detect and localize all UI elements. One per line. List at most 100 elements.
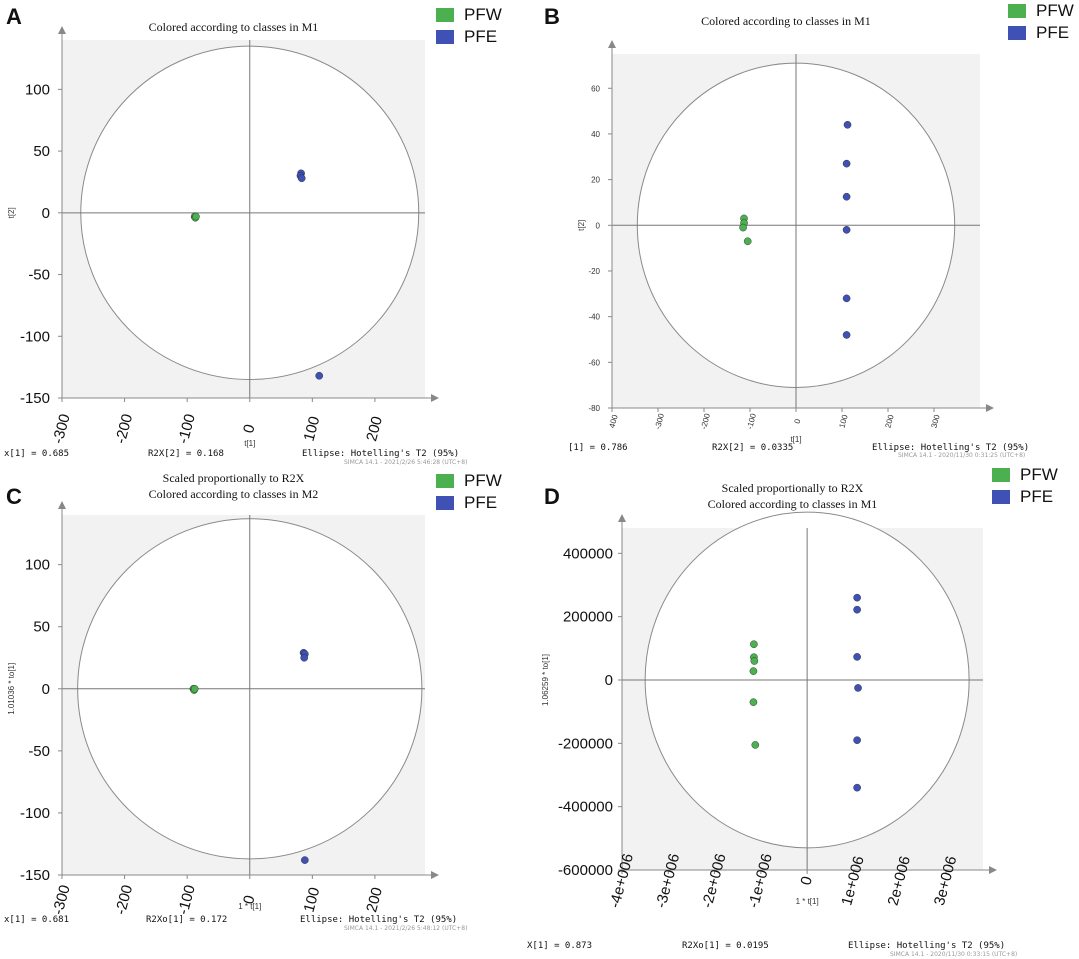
legend-item-pfe: PFE xyxy=(1008,22,1074,44)
x-tick-label: -300 xyxy=(653,412,666,430)
legend-d: PFW PFE xyxy=(992,464,1058,508)
y-tick-label: -100 xyxy=(20,328,50,345)
panel-letter-d: D xyxy=(544,484,560,509)
x-axis-arrow-icon xyxy=(989,866,997,874)
y-tick-label: -200000 xyxy=(558,735,613,752)
legend-swatch-pfw xyxy=(436,474,454,488)
point-pfe xyxy=(842,159,851,168)
x-axis-label: 1 * t[1] xyxy=(238,902,261,911)
score-plot-a: Colored according to classes in M1 100 50 0… xyxy=(4,20,467,466)
x-tick-label: -200 xyxy=(699,412,712,430)
point-pfe xyxy=(297,174,306,183)
panel-letter-a: A xyxy=(6,4,22,29)
chart-title: Colored according to classes in M1 xyxy=(149,20,319,34)
point-pfe xyxy=(842,192,851,201)
footer-simca-stamp: SIMCA 14.1 - 2020/11/30 0:33:15 (UTC+8) xyxy=(890,951,1017,958)
legend-label-pfe: PFE xyxy=(1020,487,1054,506)
x-tick-label: 400 xyxy=(608,413,620,429)
legend-label-pfw: PFW xyxy=(464,471,502,490)
panel-d: D PFW PFE Scaled proportionally to R2X Co… xyxy=(527,465,1079,959)
y-axis-label: t[2] xyxy=(577,220,586,231)
footer-simca-stamp: SIMCA 14.1 - 2021/2/26 5:46:28 (UTC+8) xyxy=(344,459,467,466)
legend-swatch-pfe xyxy=(1008,26,1026,40)
legend-item-pfw: PFW xyxy=(1008,0,1074,22)
footer-r2x-value: R2Xo[1] = 0.0195 xyxy=(682,941,769,951)
y-tick-label: -80 xyxy=(588,404,600,413)
point-pfe xyxy=(854,684,862,692)
y-tick-label: -60 xyxy=(588,358,600,367)
point-pfe xyxy=(842,331,851,339)
x-tick-label: -100 xyxy=(175,883,199,916)
point-pfw xyxy=(750,657,759,665)
x-tick-label: 100 xyxy=(301,415,324,444)
x-axis-label: t[1] xyxy=(790,435,801,444)
point-pfe xyxy=(842,226,851,234)
point-pfe xyxy=(843,121,852,129)
x-tick-label: 200 xyxy=(884,413,896,429)
x-tick-label: 300 xyxy=(930,413,942,429)
y-tick-label: 0 xyxy=(596,221,601,230)
panel-a: A PFW PFE Colored according to classes i… xyxy=(0,0,540,480)
x-tick-label: -100 xyxy=(175,412,199,445)
footer-ellipse-note: Ellipse: Hotelling's T2 (95%) xyxy=(848,941,1005,951)
panel-letter-c: C xyxy=(6,484,22,509)
point-pfe xyxy=(315,371,324,380)
y-tick-label: -100 xyxy=(20,805,50,822)
footer-ellipse-note: Ellipse: Hotelling's T2 (95%) xyxy=(302,449,459,459)
panel-b: B PFW PFE Colored according to classes i… xyxy=(540,0,1079,480)
y-tick-label: -50 xyxy=(28,267,50,284)
y-axis-label: t[2] xyxy=(7,207,16,218)
legend-swatch-pfe xyxy=(992,490,1010,504)
point-pfw xyxy=(743,237,752,246)
x-tick-label: -300 xyxy=(50,412,74,445)
y-tick-label: 0 xyxy=(605,672,613,689)
chart-title: Colored according to classes in M1 xyxy=(708,497,878,511)
x-tick-label: -200 xyxy=(112,883,136,916)
point-pfe xyxy=(842,294,851,303)
chart-title: Colored according to classes in M1 xyxy=(701,14,871,28)
y-tick-label: -20 xyxy=(588,267,600,276)
y-tick-label: 0 xyxy=(42,681,50,698)
y-tick-label: -50 xyxy=(28,743,50,760)
x-axis-label: t[1] xyxy=(244,439,255,448)
footer-simca-stamp: SIMCA 14.1 - 2021/2/26 5:48:12 (UTC+8) xyxy=(344,925,467,932)
x-tick-label: 200 xyxy=(363,886,386,915)
legend-label-pfe: PFE xyxy=(464,27,498,46)
point-pfe xyxy=(853,593,861,602)
y-tick-label: 50 xyxy=(33,619,50,636)
y-tick-label: -400000 xyxy=(558,799,613,816)
legend-c: PFW PFE xyxy=(436,470,502,514)
footer-x-value: x[1] = 0.685 xyxy=(4,449,69,459)
point-pfe xyxy=(301,856,309,864)
legend-label-pfe: PFE xyxy=(1036,23,1070,42)
score-plot-d: Scaled proportionally to R2X Colored acco… xyxy=(527,481,1017,958)
score-plot-c: Scaled proportionally to R2X Colored acco… xyxy=(4,471,467,932)
legend-item-pfe: PFE xyxy=(436,492,502,514)
x-tick-label: 0 xyxy=(797,875,816,887)
footer-x-value: x[1] = 0.681 xyxy=(4,915,69,925)
y-axis-arrow-icon xyxy=(608,40,616,48)
point-pfe xyxy=(853,736,861,744)
footer-r2x-value: R2Xo[1] = 0.172 xyxy=(146,915,227,925)
x-tick-label: -4e+006 xyxy=(606,852,637,910)
point-pfw xyxy=(749,667,758,675)
chart-title: Scaled proportionally to R2X xyxy=(722,481,864,495)
x-tick-label: -200 xyxy=(112,412,136,445)
footer-simca-stamp: SIMCA 14.1 - 2020/11/30 0:31:25 (UTC+8) xyxy=(898,452,1025,459)
point-pfw xyxy=(192,212,200,221)
y-axis-arrow-icon xyxy=(58,501,66,509)
legend-a: PFW PFE xyxy=(436,4,502,48)
y-tick-label: 40 xyxy=(591,130,600,139)
x-tick-label: 100 xyxy=(301,886,324,915)
legend-label-pfw: PFW xyxy=(1036,1,1074,20)
y-tick-label: 400000 xyxy=(563,545,613,562)
x-tick-label: -100 xyxy=(745,412,758,430)
point-pfw xyxy=(739,223,747,232)
legend-swatch-pfw xyxy=(1008,4,1026,18)
x-tick-label: 200 xyxy=(363,415,386,444)
legend-item-pfw: PFW xyxy=(992,464,1058,486)
x-tick-label: 0 xyxy=(793,418,803,425)
legend-label-pfe: PFE xyxy=(464,493,498,512)
y-axis-label: 1.06259 * to[1] xyxy=(541,654,550,706)
y-axis-arrow-icon xyxy=(618,514,626,522)
